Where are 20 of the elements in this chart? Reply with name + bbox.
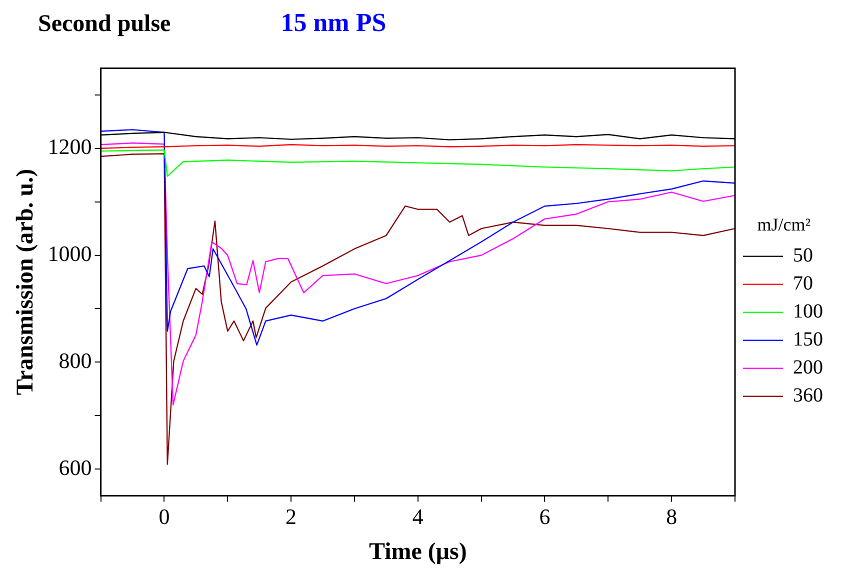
- chart-title: Second pulse: [38, 11, 171, 38]
- y-tick-label: 1000: [48, 241, 92, 266]
- x-tick-label: 6: [539, 504, 550, 529]
- x-tick-label: 2: [286, 504, 297, 529]
- legend-title: mJ/cm²: [757, 214, 811, 234]
- x-tick-label: 4: [412, 504, 424, 529]
- x-tick-label: 0: [158, 504, 170, 529]
- legend-label: 200: [793, 356, 823, 379]
- y-tick-label: 600: [58, 454, 92, 480]
- y-axis-title: Transmission (arb. u.): [12, 168, 39, 396]
- legend-label: 70: [793, 272, 813, 295]
- y-tick-label: 800: [58, 348, 92, 373]
- y-tick-label: 1200: [48, 134, 92, 160]
- legend-label: 50: [793, 244, 813, 267]
- legend-label: 100: [793, 300, 823, 323]
- chart-subtitle: 15 nm PS: [280, 8, 386, 38]
- legend-label: 150: [793, 328, 823, 351]
- legend-label: 360: [793, 384, 823, 407]
- x-tick-label: 8: [666, 504, 678, 529]
- x-axis-title: Time (μs): [368, 538, 467, 565]
